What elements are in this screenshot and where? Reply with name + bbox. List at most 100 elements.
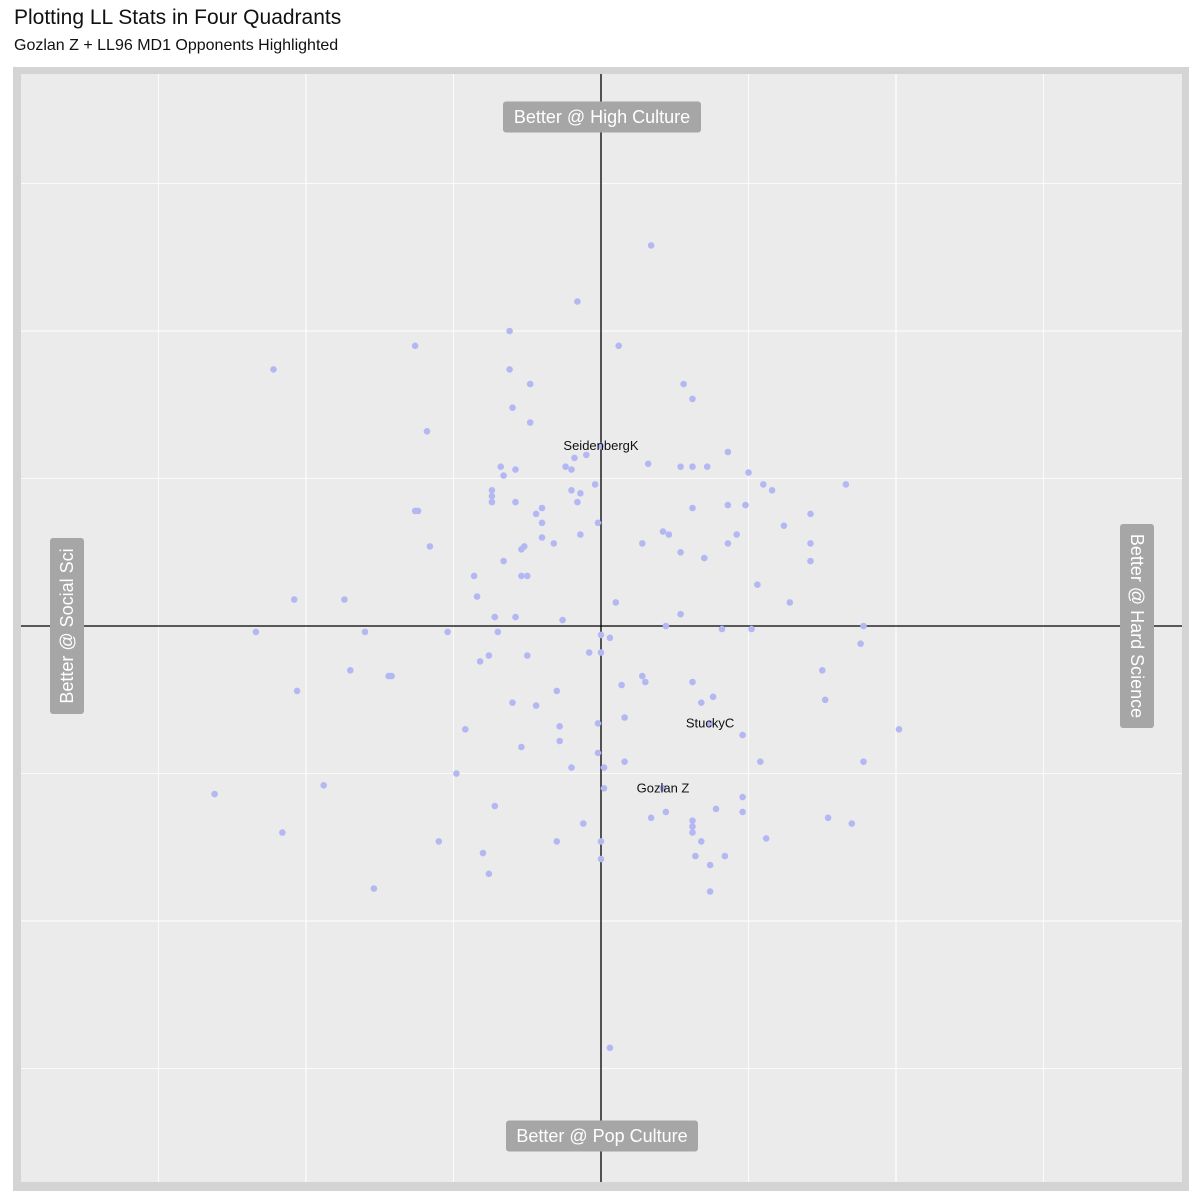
data-point	[385, 672, 392, 680]
data-point	[211, 790, 218, 798]
quadrant-label-box	[50, 538, 84, 714]
data-point	[721, 852, 729, 860]
data-point	[807, 540, 814, 547]
data-point	[639, 540, 646, 547]
point-label: StuckyC	[686, 715, 734, 730]
data-point	[724, 448, 732, 456]
data-point	[662, 808, 670, 816]
data-point	[488, 498, 496, 506]
data-point	[550, 540, 558, 547]
data-point	[426, 543, 434, 550]
point-label: SeidenbergK	[563, 438, 638, 453]
data-point	[279, 829, 286, 836]
data-point	[698, 699, 705, 706]
data-point	[341, 596, 348, 603]
data-point	[606, 1044, 614, 1052]
data-point	[444, 628, 451, 636]
data-point	[733, 531, 740, 538]
data-point	[644, 460, 652, 468]
quadrant-label-box	[503, 101, 701, 133]
data-point	[621, 714, 628, 721]
data-point	[556, 723, 563, 730]
data-point	[665, 531, 673, 538]
data-point	[491, 613, 499, 621]
data-point	[739, 793, 746, 801]
data-point	[689, 504, 696, 512]
data-point	[597, 649, 605, 656]
data-point	[718, 625, 726, 633]
data-points	[211, 242, 903, 1052]
data-point	[538, 504, 546, 512]
data-point	[594, 519, 602, 527]
data-point	[423, 428, 431, 435]
data-point	[488, 487, 496, 494]
chart-title: Plotting LL Stats in Four Quadrants	[14, 6, 342, 29]
data-point	[512, 466, 519, 473]
data-point	[842, 481, 850, 488]
data-point	[760, 481, 767, 488]
data-point	[553, 687, 561, 695]
data-point	[518, 572, 525, 580]
data-point	[647, 242, 655, 249]
data-point	[698, 838, 705, 845]
data-point	[597, 631, 605, 639]
data-point	[786, 599, 794, 606]
data-point	[509, 699, 516, 706]
quadrant-label-right: Better @ Hard Science	[1120, 524, 1154, 728]
quadrant-label-left: Better @ Social Sci	[50, 538, 84, 714]
data-point	[739, 808, 746, 816]
data-point	[689, 463, 696, 471]
data-point	[435, 838, 443, 845]
data-point	[500, 472, 507, 479]
data-point	[585, 649, 593, 656]
data-point	[821, 696, 829, 704]
quadrant-label-box	[1120, 524, 1154, 728]
data-point	[538, 534, 546, 541]
quadrant-label-bottom: Better @ Pop Culture	[506, 1120, 698, 1152]
data-point	[553, 838, 561, 845]
data-point	[476, 658, 484, 665]
data-point	[580, 820, 587, 827]
data-point	[500, 557, 507, 565]
data-point	[509, 404, 516, 412]
quadrant-label-box	[506, 1120, 698, 1152]
data-point	[642, 678, 649, 686]
data-point	[577, 531, 584, 538]
data-point	[470, 572, 478, 580]
data-point	[462, 726, 469, 733]
data-point	[532, 510, 540, 518]
data-point	[848, 820, 856, 827]
data-point	[583, 451, 590, 459]
data-point	[612, 599, 620, 606]
quadrant-label-text: Better @ Social Sci	[57, 548, 77, 703]
highlighted-point	[706, 720, 714, 727]
data-point	[824, 814, 832, 822]
data-point	[600, 764, 608, 771]
data-point	[762, 835, 770, 842]
data-point	[706, 861, 714, 869]
point-label: Gozlan Z	[637, 780, 690, 795]
data-point	[618, 681, 625, 689]
data-point	[506, 327, 513, 335]
data-point	[606, 634, 614, 642]
data-point	[574, 498, 581, 506]
data-point	[494, 628, 502, 636]
point-labels: SeidenbergK StuckyC Gozlan Z	[563, 438, 734, 795]
data-point	[706, 888, 714, 895]
data-point	[290, 596, 298, 603]
data-point	[370, 885, 378, 892]
data-point	[411, 342, 419, 350]
data-point	[347, 667, 354, 674]
data-point	[639, 672, 646, 680]
data-point	[485, 652, 493, 659]
data-point	[712, 805, 720, 813]
data-point	[512, 613, 519, 621]
data-point	[677, 549, 684, 556]
data-point	[252, 628, 260, 636]
data-point	[724, 540, 732, 547]
data-point	[361, 628, 369, 636]
data-point	[659, 528, 667, 535]
data-point	[807, 510, 814, 518]
data-point	[562, 463, 569, 471]
